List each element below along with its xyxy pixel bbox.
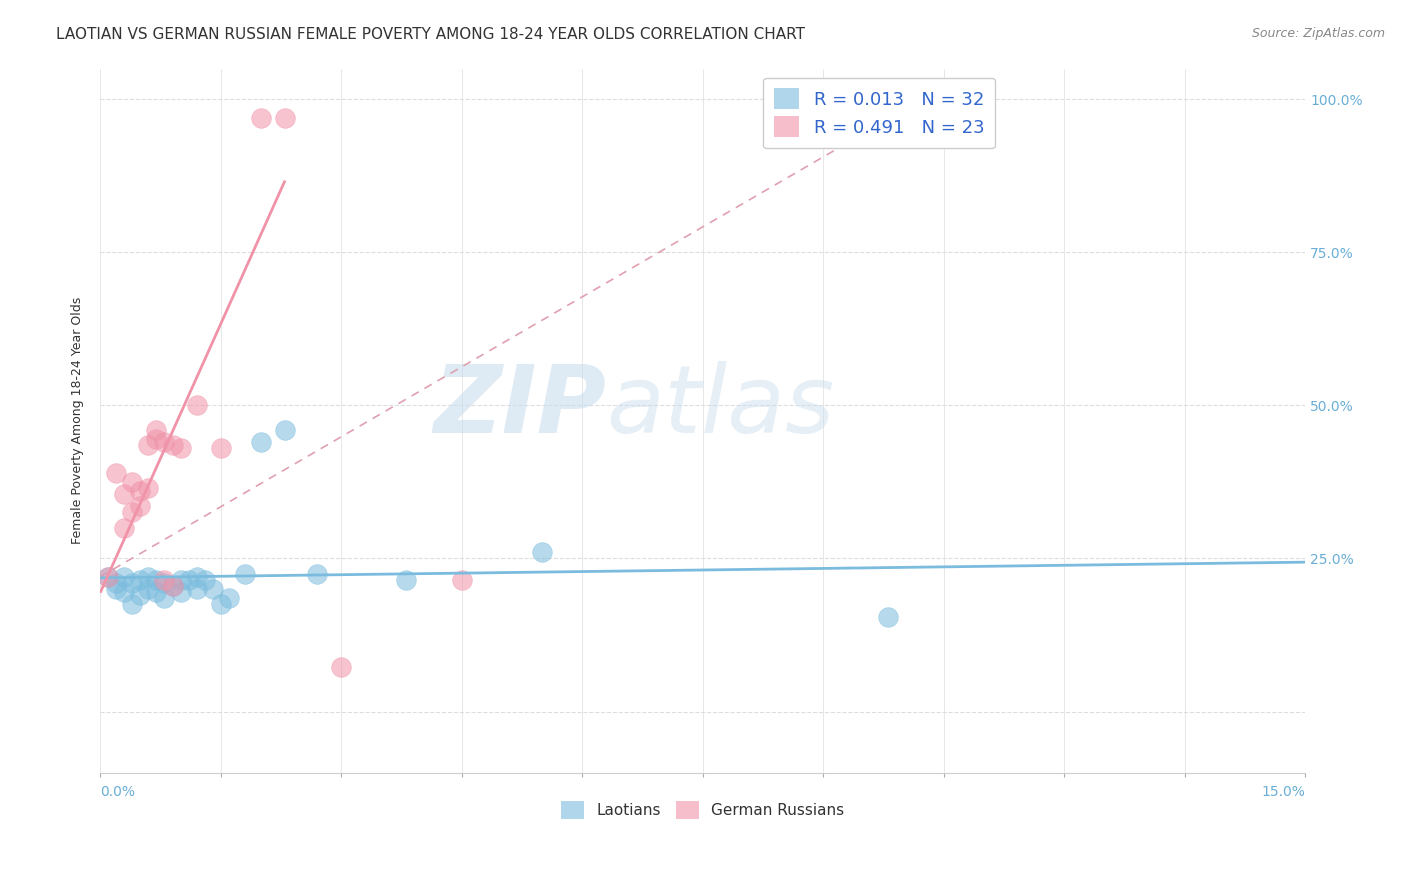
Text: ZIP: ZIP (433, 360, 606, 452)
Point (330, 660, 353, 674)
Point (169, 441, 191, 455)
Point (129, 500, 152, 514)
Point (169, 573, 191, 587)
Point (138, 438, 160, 452)
Point (153, 575, 176, 590)
Point (97, 570, 120, 584)
Point (250, 111, 273, 125)
Point (186, 398, 208, 412)
Point (201, 582, 224, 596)
Point (138, 481, 160, 495)
Point (233, 566, 256, 581)
Point (153, 573, 176, 587)
Text: LAOTIAN VS GERMAN RUSSIAN FEMALE POVERTY AMONG 18-24 YEAR OLDS CORRELATION CHART: LAOTIAN VS GERMAN RUSSIAN FEMALE POVERTY… (56, 27, 806, 42)
Point (112, 521, 135, 535)
Point (145, 432, 167, 446)
Point (121, 475, 143, 489)
Point (121, 575, 143, 590)
Point (138, 570, 160, 584)
Point (105, 575, 128, 590)
Point (169, 585, 191, 599)
Point (112, 585, 135, 599)
Point (876, 609, 898, 624)
Point (153, 591, 176, 606)
Point (394, 573, 416, 587)
Text: 15.0%: 15.0% (1261, 785, 1305, 799)
Text: Source: ZipAtlas.com: Source: ZipAtlas.com (1251, 27, 1385, 40)
Point (121, 598, 143, 612)
Point (250, 435, 273, 450)
Point (162, 579, 184, 593)
Point (145, 573, 167, 587)
Point (186, 570, 208, 584)
Point (186, 582, 208, 596)
Point (274, 111, 297, 125)
Text: atlas: atlas (606, 361, 835, 452)
Point (531, 545, 554, 559)
Point (162, 579, 184, 593)
Point (307, 566, 329, 581)
Point (112, 570, 135, 584)
Legend: Laotians, German Russians: Laotians, German Russians (555, 795, 851, 825)
Point (129, 484, 152, 499)
Y-axis label: Female Poverty Among 18-24 Year Olds: Female Poverty Among 18-24 Year Olds (72, 297, 84, 544)
Point (105, 466, 128, 480)
Point (145, 585, 167, 599)
Point (129, 573, 152, 587)
Point (129, 588, 152, 602)
Point (450, 573, 472, 587)
Point (209, 441, 232, 455)
Point (177, 573, 200, 587)
Point (218, 591, 240, 606)
Point (209, 598, 232, 612)
Point (138, 582, 160, 596)
Point (97, 570, 120, 584)
Point (105, 582, 128, 596)
Point (121, 506, 143, 520)
Point (153, 435, 176, 450)
Text: 0.0%: 0.0% (100, 785, 135, 799)
Point (112, 487, 135, 501)
Point (194, 573, 217, 587)
Point (145, 423, 167, 437)
Point (162, 438, 184, 452)
Point (274, 423, 297, 437)
